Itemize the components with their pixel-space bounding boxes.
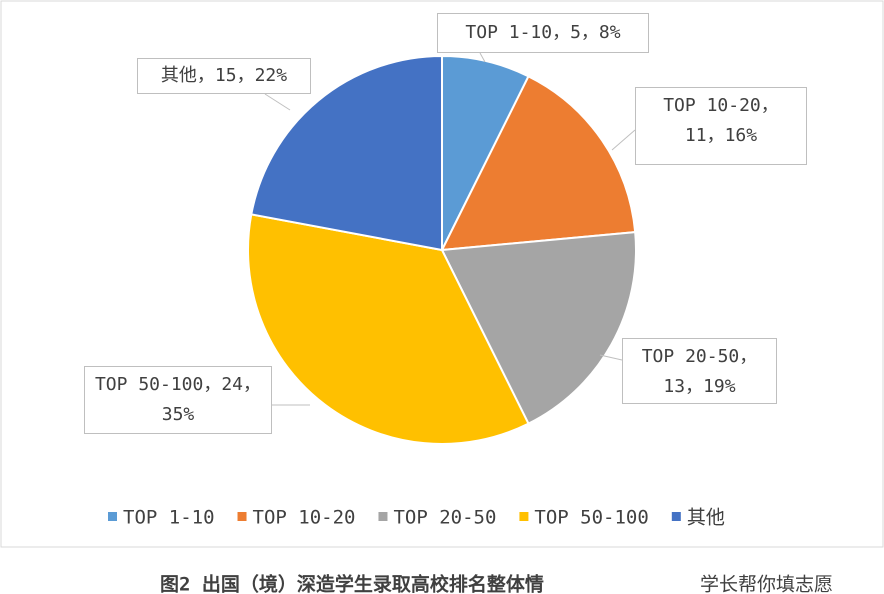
callout-line	[479, 52, 486, 63]
data-label: TOP 10-20，11，16%	[635, 87, 807, 165]
pie-slice	[440, 74, 637, 252]
data-label: TOP 20-50，13，19%	[622, 338, 777, 404]
callout-line	[599, 354, 623, 361]
legend-swatch	[671, 512, 681, 521]
legend-label: TOP 20-50	[393, 507, 496, 529]
legend-label: TOP 1-10	[123, 507, 215, 529]
pie-slice	[247, 213, 530, 445]
callout-line	[611, 129, 636, 151]
data-label: TOP 50-100，24，35%	[84, 366, 272, 434]
legend-swatch	[108, 512, 117, 521]
watermark: 学长帮你填志愿	[700, 574, 833, 594]
legend-swatch	[237, 512, 247, 521]
caption: 图2 出国（境）深造学生录取高校排名整体情	[160, 573, 544, 594]
legend-swatch	[519, 512, 529, 521]
pie-slice	[250, 54, 443, 252]
legend-swatch	[378, 512, 388, 521]
callout-line	[264, 93, 291, 111]
pie-slice	[440, 231, 637, 426]
legend-label: TOP 50-100	[534, 507, 648, 529]
legend-label: 其他	[687, 507, 725, 529]
data-label: 其他，15，22%	[137, 58, 311, 94]
data-label: TOP 1-10，5，8%	[437, 13, 649, 53]
legend-label: TOP 10-20	[253, 507, 356, 529]
